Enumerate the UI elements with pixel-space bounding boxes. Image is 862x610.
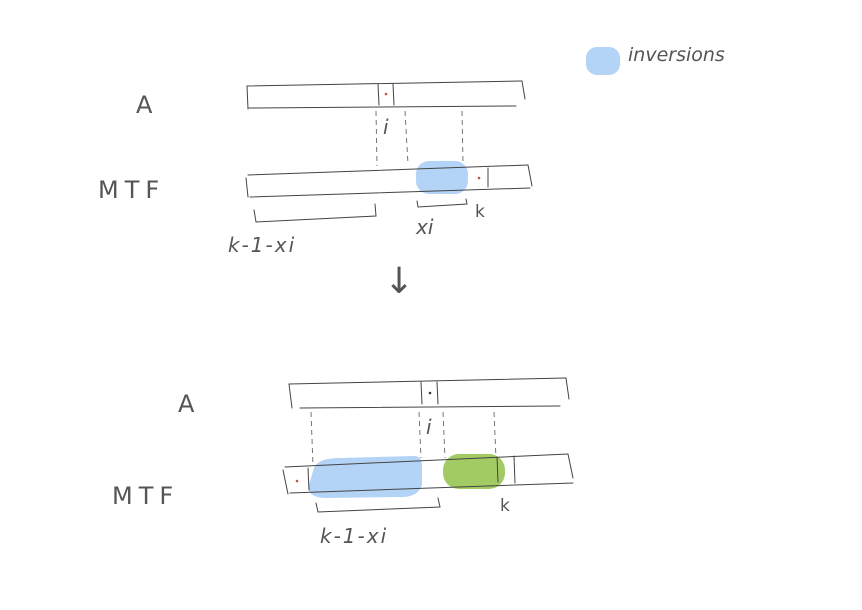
top-i-label: i [383, 115, 389, 139]
top-array-a [246, 80, 526, 110]
legend-swatch [586, 47, 620, 75]
top-row-mtf-label: MTF [98, 176, 165, 204]
top-k-label: k [475, 202, 485, 222]
top-inversions-region [416, 161, 468, 194]
bottom-row-a-label: A [178, 390, 195, 418]
top-brace-left-label: k-1-xi [228, 233, 296, 257]
legend-label: inversions [628, 44, 725, 66]
top-mtf-marker-dot [477, 176, 481, 180]
bottom-brace [315, 497, 441, 513]
bottom-diagram: A MTF i [112, 377, 574, 548]
transition-arrow: ↓ [384, 261, 414, 302]
top-brace-left [253, 203, 377, 223]
bottom-brace-label: k-1-xi [320, 524, 388, 548]
top-brace-right [416, 198, 468, 208]
bottom-row-mtf-label: MTF [112, 482, 179, 510]
bottom-array-mtf [282, 453, 574, 495]
top-row-a-label: A [136, 91, 153, 119]
bottom-i-label: i [426, 415, 432, 439]
bottom-mtf-marker-dot [295, 479, 299, 483]
bottom-a-marker-dot [428, 391, 432, 395]
legend: inversions [586, 44, 725, 75]
bottom-k-label: k [500, 496, 510, 516]
bottom-inversions-region [308, 456, 422, 498]
top-diagram: A MTF i k-1-xi xi [98, 80, 533, 257]
top-array-mtf [245, 164, 533, 198]
bottom-array-a [288, 377, 570, 409]
top-a-marker-dot [384, 92, 388, 96]
bottom-green-region [443, 454, 505, 489]
top-brace-right-label: xi [415, 215, 434, 239]
